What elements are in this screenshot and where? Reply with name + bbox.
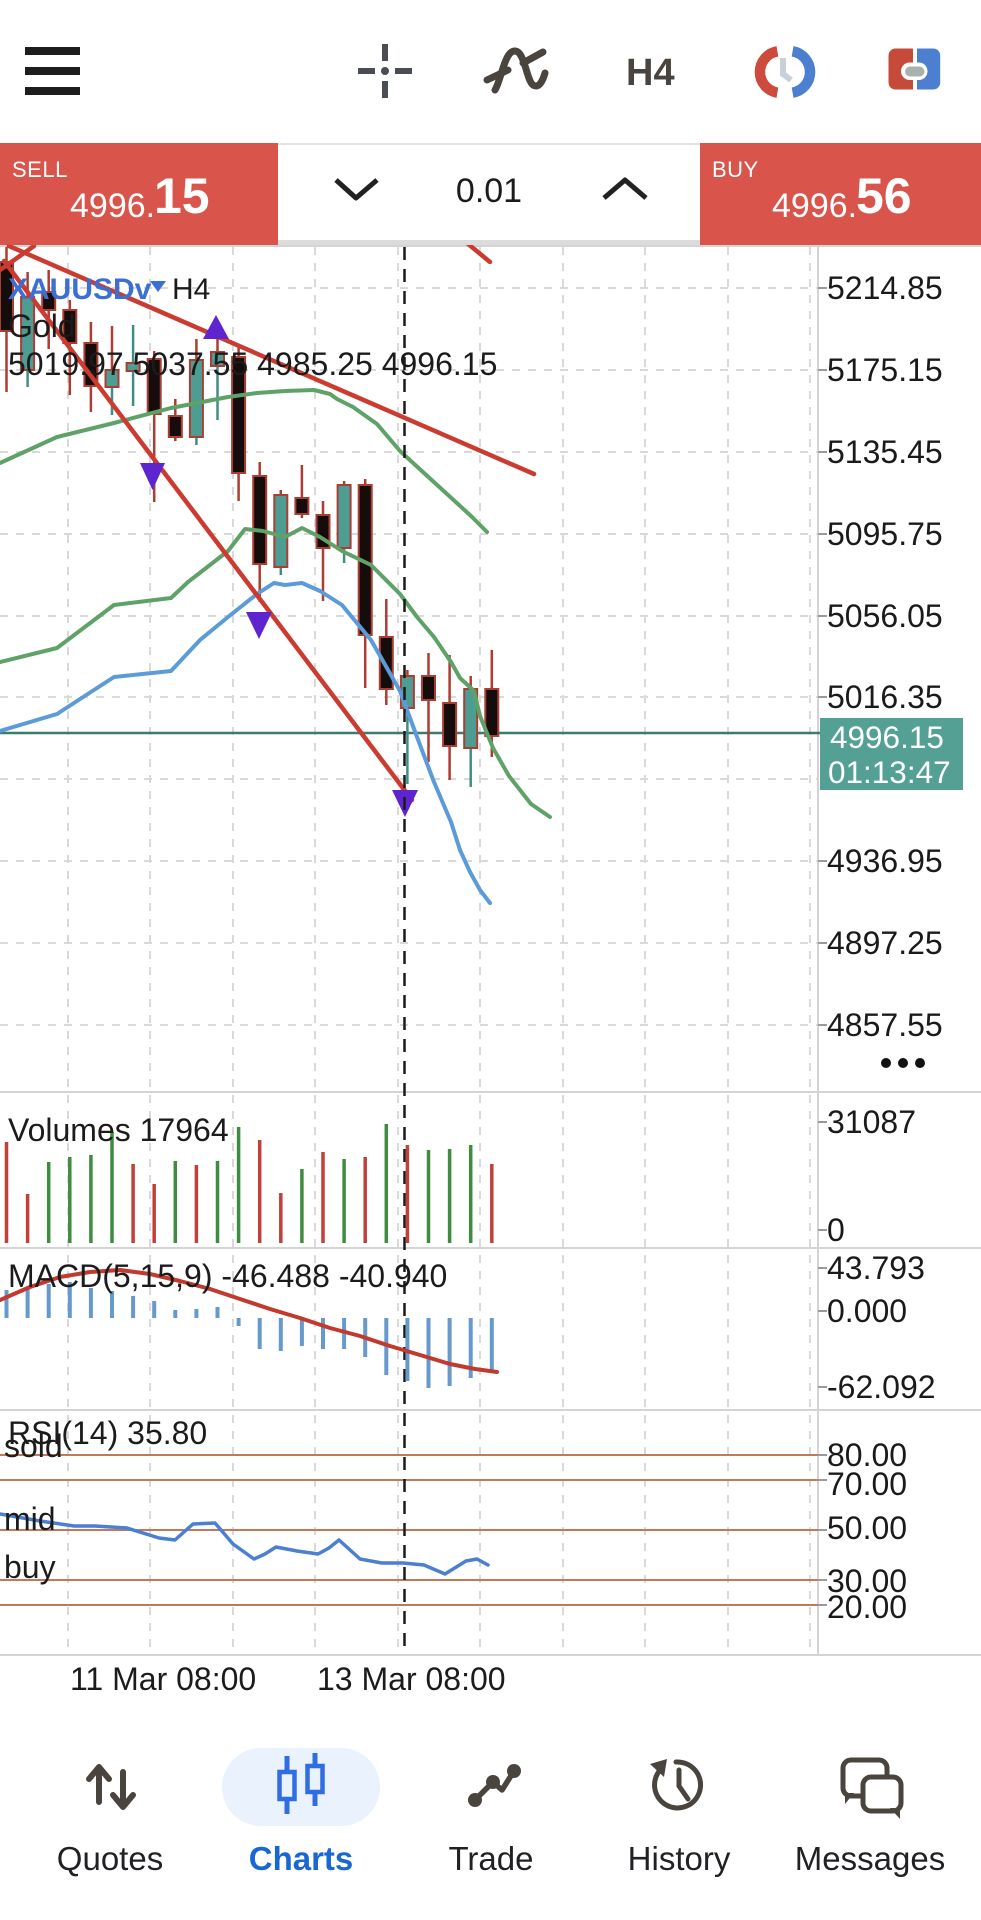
svg-text:13 Mar 08:00: 13 Mar 08:00: [317, 1661, 506, 1697]
svg-text:5135.45: 5135.45: [827, 434, 943, 470]
svg-text:buy: buy: [4, 1549, 56, 1585]
svg-text:RSI(14) 35.80: RSI(14) 35.80: [8, 1415, 207, 1451]
svg-text:11 Mar 08:00: 11 Mar 08:00: [70, 1661, 256, 1697]
svg-text:5095.75: 5095.75: [827, 516, 943, 552]
svg-text:sold: sold: [4, 1428, 63, 1464]
svg-text:MACD(5,15,9) -46.488 -40.940: MACD(5,15,9) -46.488 -40.940: [8, 1258, 447, 1294]
svg-text:01:13:47: 01:13:47: [828, 754, 951, 790]
svg-text:-62.092: -62.092: [827, 1369, 936, 1405]
svg-text:31087: 31087: [827, 1104, 916, 1140]
svg-text:0.000: 0.000: [827, 1293, 907, 1329]
svg-text:70.00: 70.00: [827, 1466, 907, 1502]
svg-text:20.00: 20.00: [827, 1589, 907, 1625]
svg-text:H4: H4: [172, 273, 210, 306]
svg-text:Gold: Gold: [8, 308, 76, 344]
svg-text:H4: H4: [626, 52, 675, 94]
svg-text:4936.95: 4936.95: [827, 843, 943, 879]
svg-text:5175.15: 5175.15: [827, 352, 943, 388]
svg-text:80.00: 80.00: [827, 1437, 907, 1473]
svg-text:43.793: 43.793: [827, 1250, 925, 1286]
svg-text:5056.05: 5056.05: [827, 598, 943, 634]
svg-text:4897.25: 4897.25: [827, 925, 943, 961]
svg-text:30.00: 30.00: [827, 1563, 907, 1599]
svg-text:4857.55: 4857.55: [827, 1007, 943, 1043]
svg-text:5019.97 5037.55 4985.25 4996.1: 5019.97 5037.55 4985.25 4996.15: [8, 346, 497, 382]
svg-text:0: 0: [827, 1212, 845, 1248]
svg-text:5016.35: 5016.35: [827, 679, 943, 715]
svg-text:50.00: 50.00: [827, 1510, 907, 1546]
svg-text:Volumes 17964: Volumes 17964: [8, 1112, 229, 1148]
svg-text:mid: mid: [4, 1501, 56, 1537]
svg-text:4996.15: 4996.15: [830, 719, 944, 755]
svg-text:XAUUSDv: XAUUSDv: [8, 273, 152, 306]
svg-text:5214.85: 5214.85: [827, 270, 943, 306]
